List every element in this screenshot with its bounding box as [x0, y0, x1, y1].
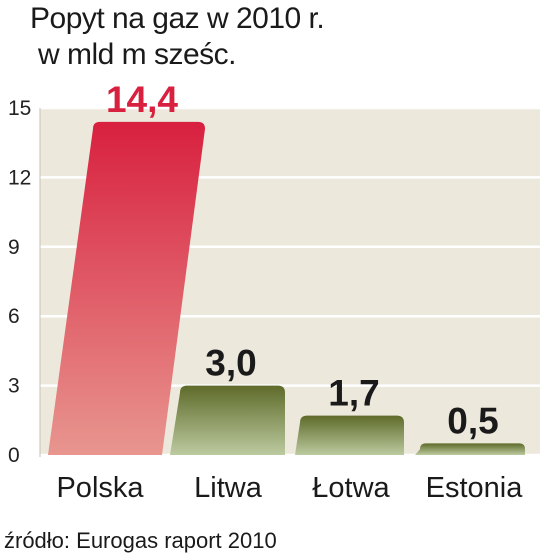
category-label: Łotwa	[312, 472, 390, 504]
category-label: Litwa	[194, 472, 263, 504]
y-tick-label: 15	[8, 97, 31, 120]
y-tick-label: 3	[8, 375, 20, 398]
bar-estonia	[415, 443, 525, 455]
value-label: 1,7	[328, 373, 379, 414]
category-label: Estonia	[426, 472, 524, 504]
y-tick-label: 12	[8, 166, 31, 189]
y-tick-label: 0	[8, 444, 20, 467]
chart-subtitle-unit: w mld m sześc.	[38, 38, 237, 71]
value-label: 0,5	[447, 400, 498, 441]
value-label: 3,0	[205, 343, 256, 384]
value-label: 14,4	[106, 79, 178, 120]
category-label: Polska	[56, 472, 144, 504]
bar-litwa	[170, 385, 285, 455]
y-tick-label: 6	[8, 305, 20, 328]
source-note: źródło: Eurogas raport 2010	[4, 528, 277, 553]
bar-polska	[48, 121, 205, 455]
chart-title: Popyt na gaz w 2010 r.	[30, 2, 325, 35]
bar-łotwa	[295, 415, 404, 455]
bar-chart: 0 3 6 9 12 15 14,4 Polska 3,0 Litwa 1,7 Łotwa 0,5 Est…	[8, 79, 540, 504]
y-tick-label: 9	[8, 236, 20, 259]
